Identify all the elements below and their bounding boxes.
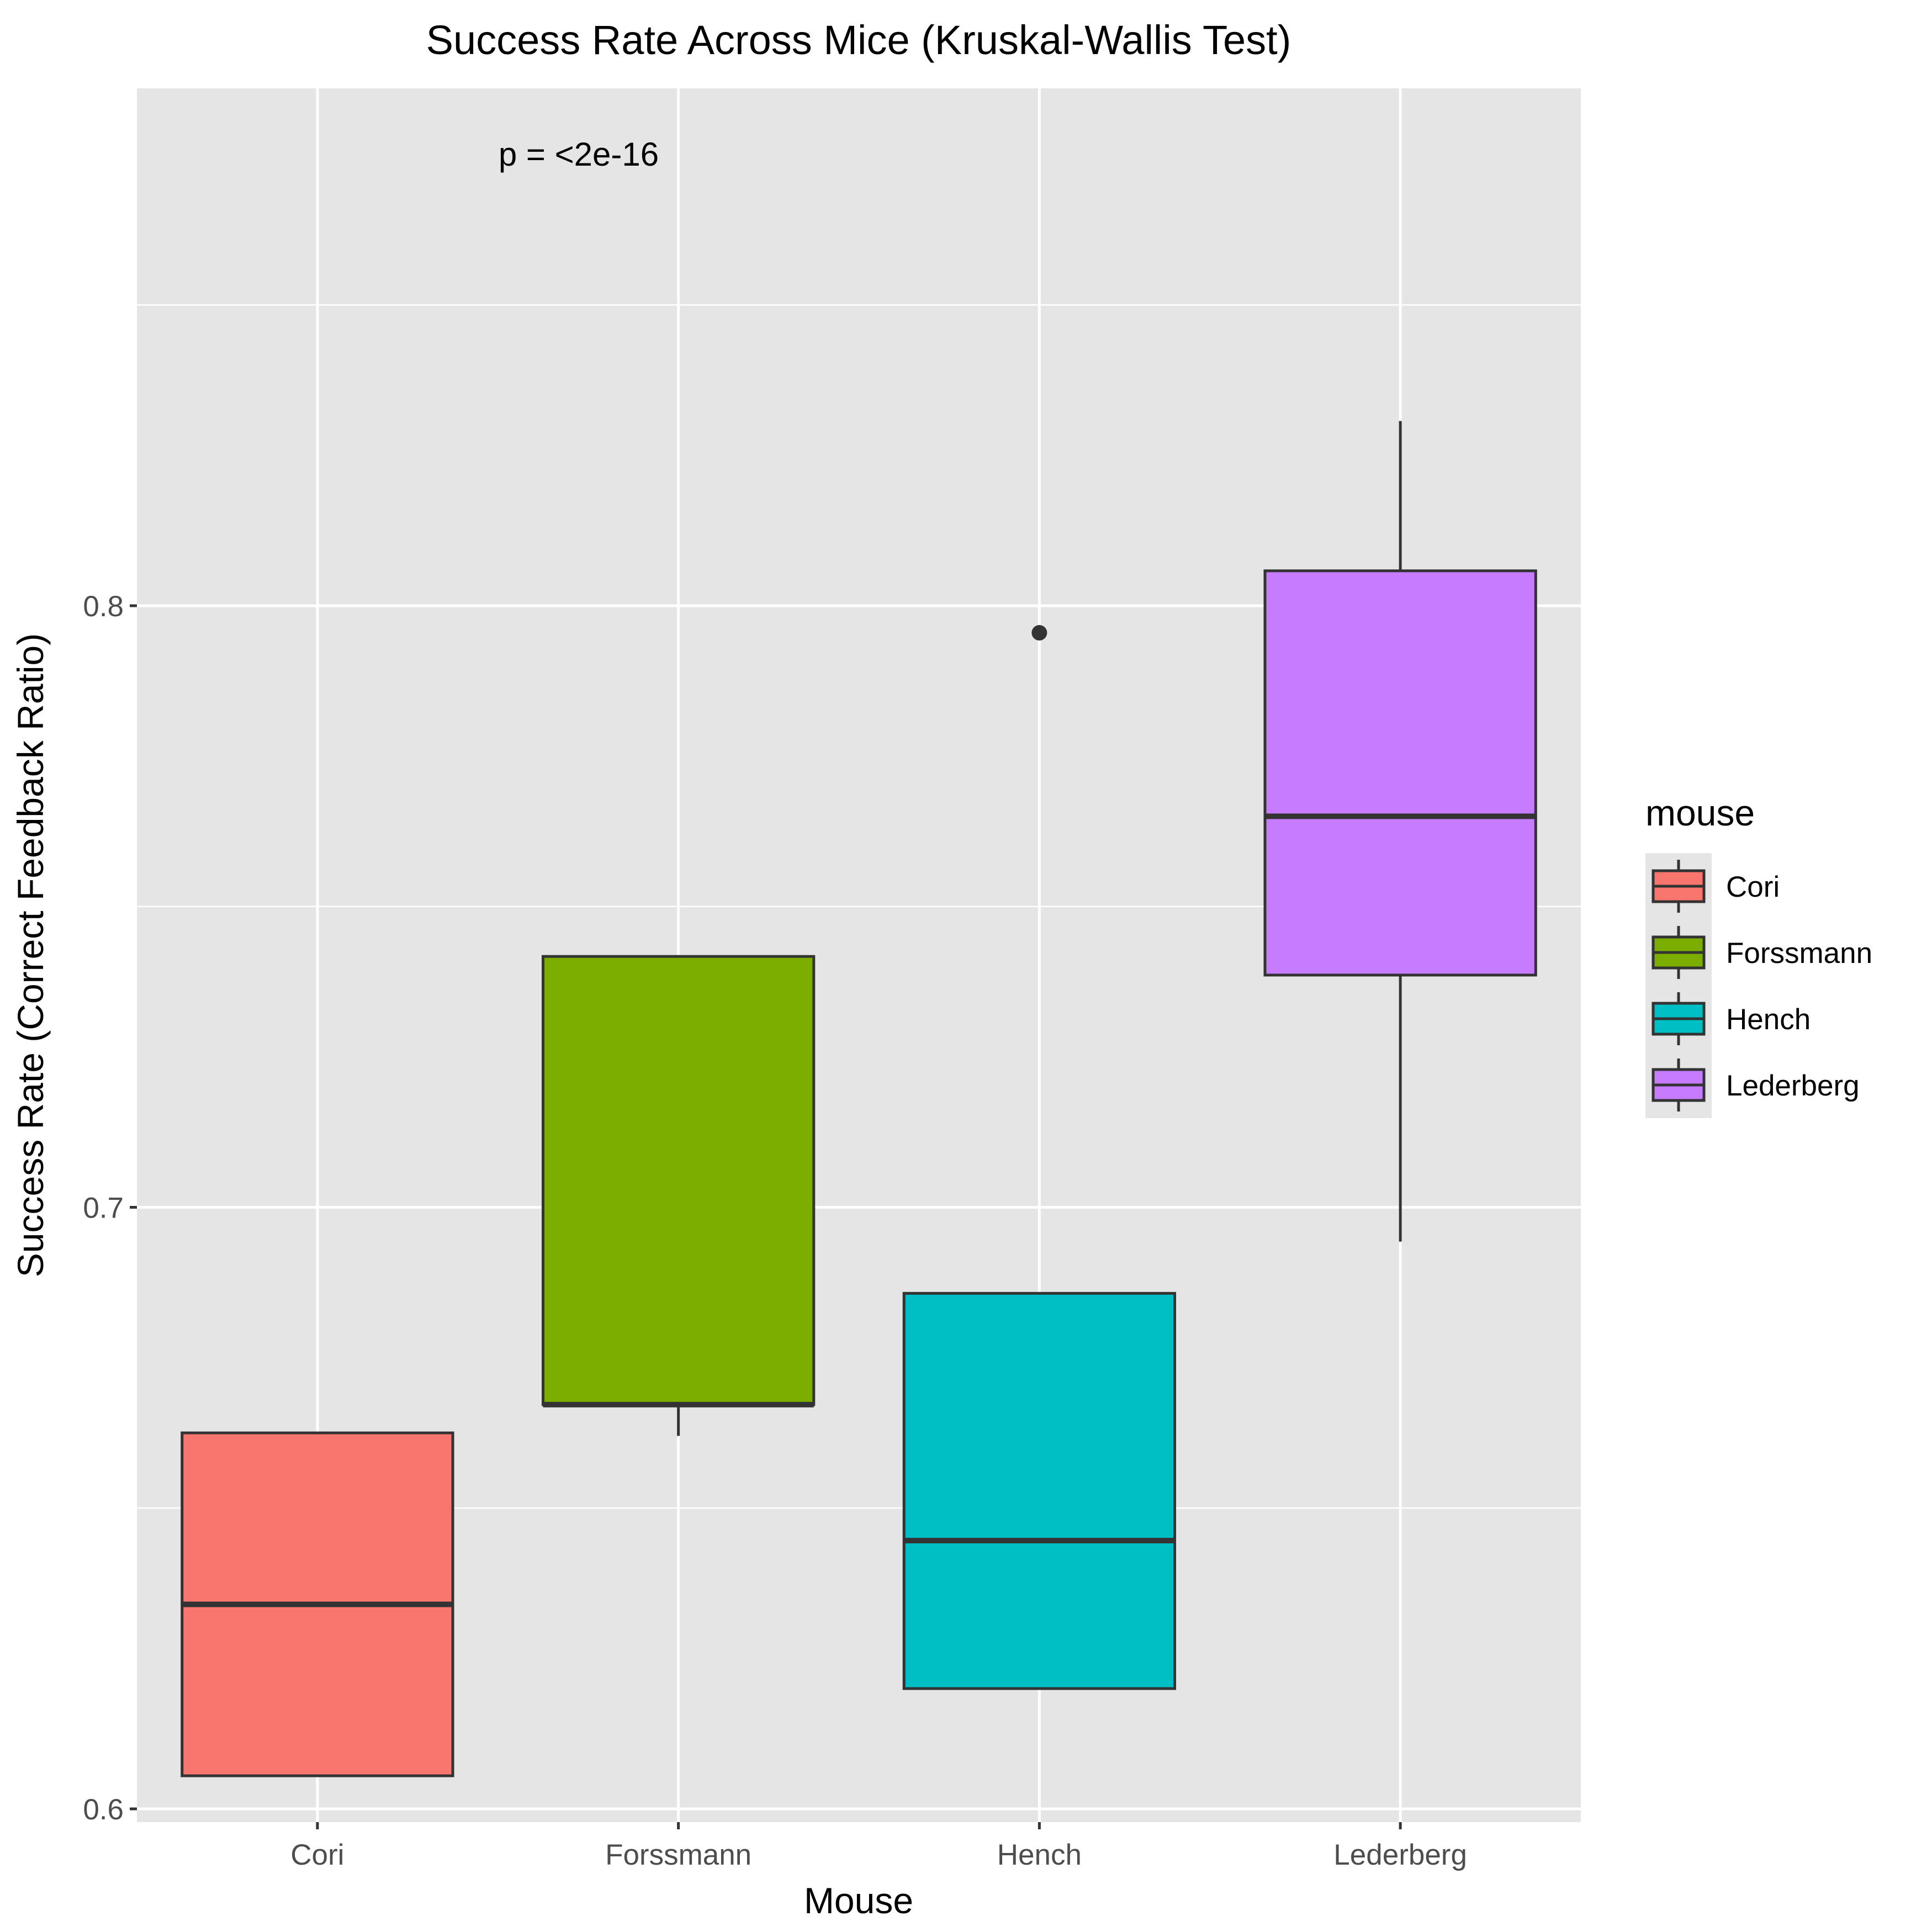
y-axis: 0.6 0.7 0.8: [83, 590, 137, 1826]
legend-label: Lederberg: [1726, 1070, 1860, 1102]
x-tick-label: Cori: [290, 1839, 344, 1871]
legend-key-hench: [1652, 992, 1706, 1045]
legend-label: Forssmann: [1726, 937, 1872, 970]
legend-label: Hench: [1726, 1003, 1811, 1036]
boxes: [181, 421, 1537, 1777]
box-body: [902, 1291, 1177, 1690]
legend-key-lederberg: [1652, 1058, 1706, 1111]
legend-key-cori: [1652, 860, 1706, 913]
y-axis-title: Success Rate (Correct Feedback Ratio): [10, 633, 51, 1277]
chart-title: Success Rate Across Mice (Kruskal-Wallis…: [426, 17, 1291, 63]
y-tick-label: 0.6: [83, 1793, 124, 1826]
outlier-point-0: [1031, 625, 1047, 641]
x-tick-label: Hench: [997, 1839, 1082, 1871]
legend-label: Cori: [1726, 871, 1780, 903]
box-body: [541, 955, 816, 1406]
legend-title: mouse: [1645, 792, 1755, 833]
box-lederberg: [1263, 421, 1537, 1242]
legend-key-forssmann: [1652, 926, 1706, 979]
y-tick-label: 0.8: [83, 590, 124, 623]
box-forssmann: [541, 955, 816, 1436]
box-cori: [181, 1431, 454, 1777]
p-value-annotation: p = <2e-16: [499, 136, 659, 173]
x-tick-label: Forssmann: [605, 1839, 751, 1871]
y-tick-label: 0.7: [83, 1192, 124, 1225]
legend: mouse Cori Forssmann Hench Lederberg: [1645, 792, 1872, 1118]
x-axis: Cori Forssmann Hench Lederberg: [290, 1822, 1467, 1871]
box-body: [1263, 569, 1537, 977]
box-hench: [902, 625, 1177, 1690]
x-tick-label: Lederberg: [1333, 1839, 1467, 1871]
x-axis-title: Mouse: [804, 1880, 913, 1921]
